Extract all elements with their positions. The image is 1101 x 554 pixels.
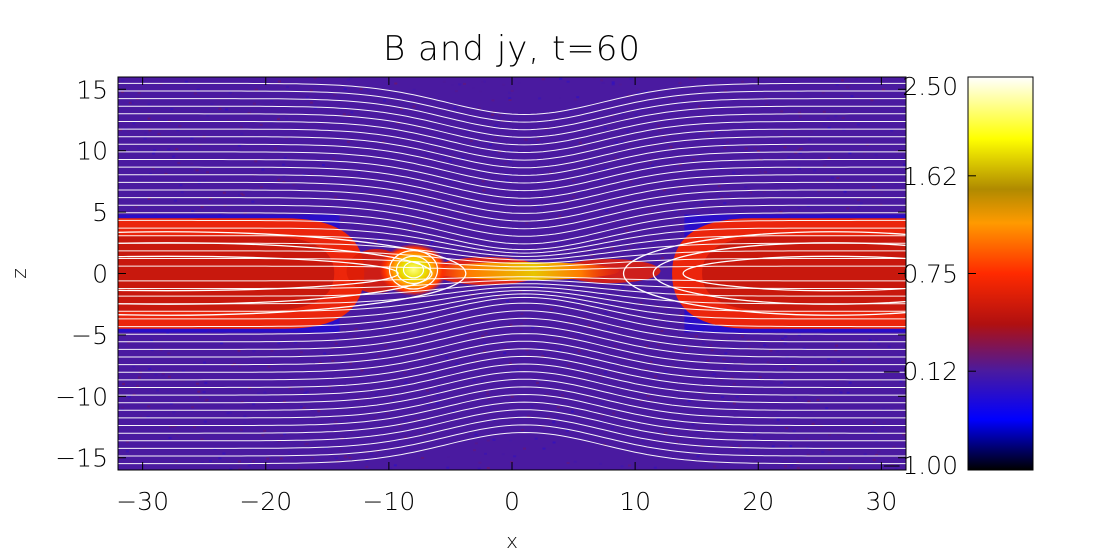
x-axis-label: x <box>506 529 518 553</box>
y-axis-label: z <box>7 268 31 279</box>
y-axis: 15 10 5 0 −5 −10 −15 <box>55 75 906 473</box>
y-tick-label: −10 <box>55 382 108 411</box>
colorbar-ticks: 2.50 1.62 0.75 −0.12 −1.00 <box>881 72 976 480</box>
chart-title: B and jy, t=60 <box>383 29 641 69</box>
colorbar-tick-label: −0.12 <box>881 357 958 386</box>
x-tick-label: 20 <box>742 487 774 516</box>
x-tick-label: −30 <box>116 487 169 516</box>
y-tick-label: −5 <box>71 321 108 350</box>
y-tick-label: −15 <box>55 444 108 473</box>
x-tick-label: 0 <box>504 487 520 516</box>
x-axis: −30 −20 −10 0 10 20 30 <box>116 77 897 516</box>
y-tick-label: 0 <box>92 260 108 289</box>
colorbar-tick-label: −1.00 <box>881 451 958 480</box>
x-tick-label: 10 <box>619 487 651 516</box>
colorbar-gradient <box>967 76 1034 471</box>
x-tick-label: 30 <box>865 487 897 516</box>
colorbar-tick-label: 2.50 <box>902 72 958 101</box>
field-lines <box>118 82 906 465</box>
x-tick-label: −10 <box>362 487 415 516</box>
x-tick-label: −20 <box>239 487 292 516</box>
y-tick-label: 10 <box>76 137 108 166</box>
colorbar: 2.50 1.62 0.75 −0.12 −1.00 <box>881 72 1034 480</box>
y-tick-label: 15 <box>76 75 108 104</box>
plot-area <box>118 77 906 470</box>
y-tick-label: 5 <box>92 198 108 227</box>
colorbar-tick-label: 0.75 <box>902 260 958 289</box>
colorbar-tick-label: 1.62 <box>902 162 958 191</box>
